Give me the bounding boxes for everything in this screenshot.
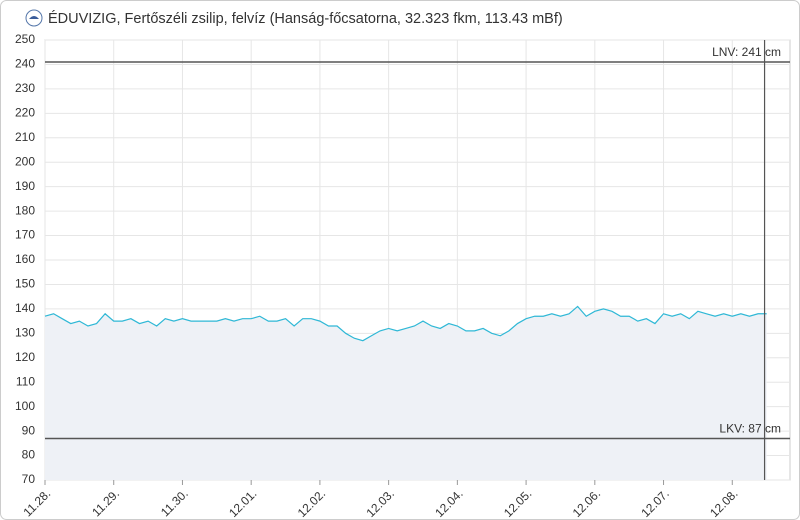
y-tick-label: 210 [15, 130, 35, 144]
y-tick-label: 110 [16, 374, 35, 388]
y-tick-label: 220 [15, 106, 35, 120]
y-tick-label: 200 [15, 154, 35, 168]
y-tick-label: 120 [15, 350, 35, 364]
y-tick-label: 180 [15, 203, 35, 217]
y-tick-label: 100 [15, 399, 35, 413]
y-tick-label: 130 [15, 326, 35, 340]
y-tick-label: 160 [15, 252, 35, 266]
y-tick-label: 150 [15, 277, 35, 291]
y-tick-label: 140 [15, 301, 35, 315]
y-tick-label: 250 [15, 32, 35, 46]
area [45, 306, 767, 480]
reference-label: LKV: 87 cm [719, 422, 781, 436]
line [44, 305, 767, 342]
y-tick-label: 240 [15, 57, 35, 71]
reference-label: LNV: 241 cm [712, 45, 781, 59]
y-tick-label: 190 [15, 179, 35, 193]
logo [25, 9, 43, 27]
y-tick-label: 90 [22, 423, 36, 437]
y-tick-label: 80 [22, 448, 36, 462]
y-tick-label: 230 [15, 81, 35, 95]
y-tick-label: 70 [22, 472, 36, 486]
chart-title: ÉDUVIZIG, Fertőszéli zsilip, felvíz (Han… [48, 10, 563, 27]
y-tick-label: 170 [15, 228, 35, 242]
